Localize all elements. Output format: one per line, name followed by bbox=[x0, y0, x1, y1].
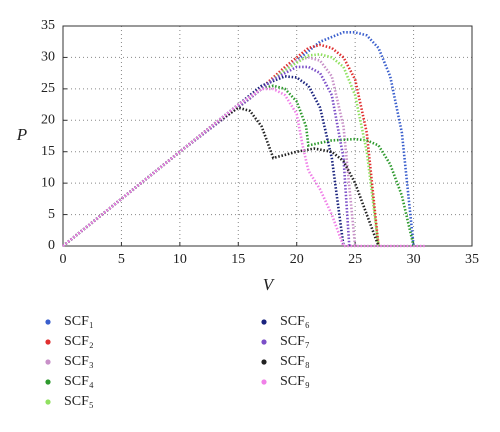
legend-marker bbox=[45, 379, 51, 385]
legend-marker bbox=[45, 359, 51, 365]
y-tick-label: 30 bbox=[41, 50, 55, 65]
x-tick-label: 15 bbox=[231, 252, 245, 267]
series-line bbox=[62, 65, 351, 248]
x-tick-label: 10 bbox=[173, 252, 187, 267]
y-tick-label: 10 bbox=[41, 175, 55, 190]
legend-marker bbox=[45, 319, 51, 325]
legend-marker bbox=[261, 359, 267, 365]
y-tick-label: 25 bbox=[41, 81, 55, 96]
legend-marker bbox=[261, 339, 267, 345]
legend-marker bbox=[45, 399, 51, 405]
legend-label: SCF₁ bbox=[64, 314, 94, 329]
x-tick-label: 5 bbox=[118, 252, 125, 267]
y-tick-label: 5 bbox=[48, 207, 55, 222]
x-tick-label: 0 bbox=[60, 252, 67, 267]
y-axis-label: P bbox=[16, 125, 27, 144]
legend-label: SCF₄ bbox=[64, 374, 94, 389]
legend-label: SCF₉ bbox=[280, 374, 310, 389]
x-tick-label: 30 bbox=[407, 252, 421, 267]
y-tick-label: 35 bbox=[41, 18, 55, 33]
legend-marker bbox=[261, 319, 267, 325]
series-line bbox=[62, 74, 345, 248]
x-tick-label: 20 bbox=[290, 252, 304, 267]
series-line bbox=[62, 106, 380, 248]
series-line bbox=[62, 87, 426, 248]
x-axis-label: V bbox=[263, 275, 276, 294]
legend-label: SCF₆ bbox=[280, 314, 310, 329]
y-tick-label: 20 bbox=[41, 113, 55, 128]
x-tick-label: 35 bbox=[465, 252, 479, 267]
series-line bbox=[62, 84, 415, 248]
legend-label: SCF₇ bbox=[280, 334, 310, 349]
legend-label: SCF₃ bbox=[64, 354, 94, 369]
legend-label: SCF₈ bbox=[280, 354, 310, 369]
y-tick-label: 15 bbox=[41, 144, 55, 159]
legend-label: SCF₂ bbox=[64, 334, 94, 349]
legend-marker bbox=[45, 339, 51, 345]
plot-frame bbox=[62, 25, 473, 247]
x-tick-label: 25 bbox=[348, 252, 362, 267]
series-line bbox=[62, 52, 380, 248]
legend-marker bbox=[261, 379, 267, 385]
legend-label: SCF₅ bbox=[64, 394, 94, 409]
y-tick-label: 0 bbox=[48, 238, 55, 253]
